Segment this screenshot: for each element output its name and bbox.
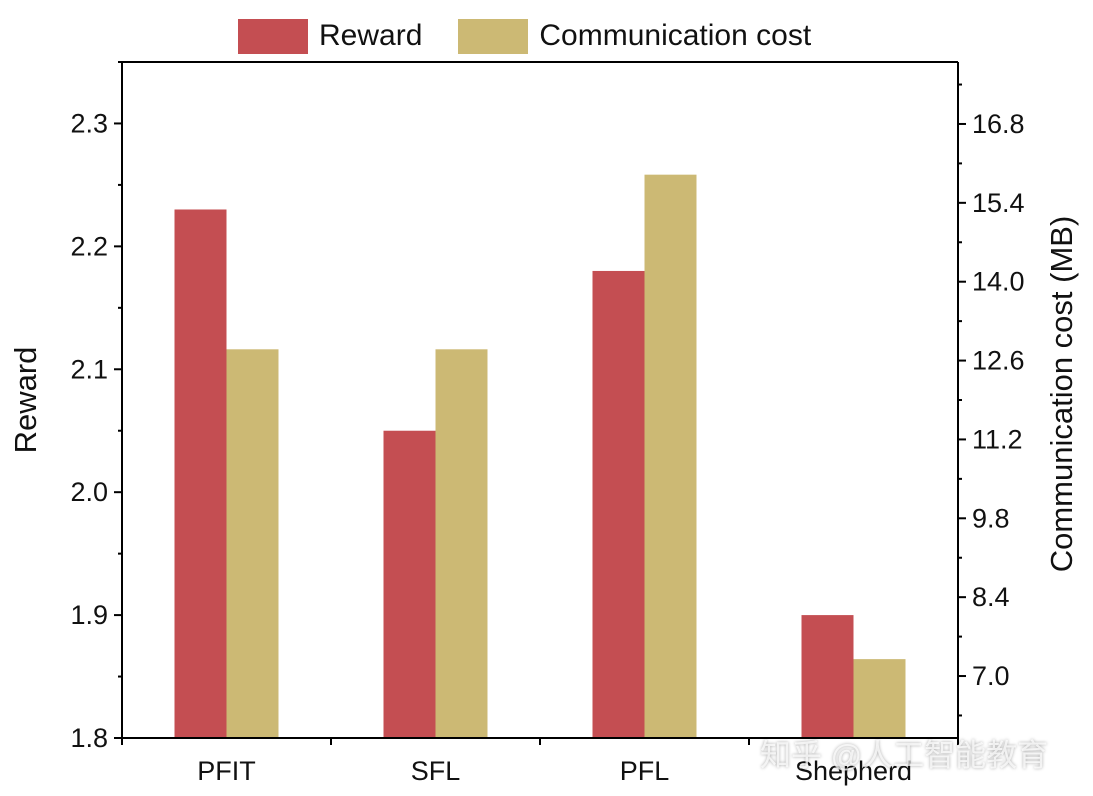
bar-cost-shepherd — [853, 659, 906, 738]
bar-reward-pfit — [174, 209, 227, 738]
bar-reward-shepherd — [801, 615, 854, 738]
right-tick-label: 12.6 — [972, 346, 1025, 376]
legend: Reward Communication cost — [238, 16, 847, 56]
right-tick-label: 15.4 — [972, 188, 1025, 218]
right-tick-label: 8.4 — [972, 582, 1010, 612]
legend-item-cost: Communication cost — [458, 18, 812, 54]
legend-swatch-reward — [238, 18, 308, 54]
right-tick-label: 14.0 — [972, 267, 1025, 297]
right-tick-label: 16.8 — [972, 109, 1025, 139]
left-tick-label: 2.1 — [70, 354, 108, 384]
legend-label-reward: Reward — [319, 19, 423, 52]
right-tick-label: 11.2 — [972, 424, 1023, 454]
legend-item-reward: Reward — [238, 18, 423, 54]
left-tick-label: 1.8 — [70, 723, 108, 753]
left-axis-title: Reward — [8, 347, 43, 454]
left-tick-label: 2.2 — [70, 231, 108, 261]
right-axis-title: Communication cost (MB) — [1044, 216, 1079, 573]
legend-label-cost: Communication cost — [539, 19, 812, 52]
watermark: 知乎 @人工智能教育 — [760, 738, 1049, 773]
left-tick-label: 2.3 — [70, 108, 108, 138]
category-label: PFL — [620, 756, 670, 786]
right-tick-label: 7.0 — [972, 661, 1010, 691]
legend-swatch-cost — [458, 18, 529, 54]
bar-cost-pfit — [226, 349, 279, 738]
left-tick-label: 2.0 — [70, 477, 108, 507]
bar-cost-sfl — [435, 349, 488, 738]
right-tick-label: 9.8 — [972, 503, 1010, 533]
category-label: Shepherd — [795, 756, 912, 786]
left-tick-label: 1.9 — [70, 600, 108, 630]
category-label: PFIT — [197, 756, 256, 786]
bar-reward-pfl — [592, 270, 645, 738]
bar-cost-pfl — [644, 174, 697, 738]
bar-reward-sfl — [383, 430, 436, 738]
category-label: SFL — [411, 756, 461, 786]
